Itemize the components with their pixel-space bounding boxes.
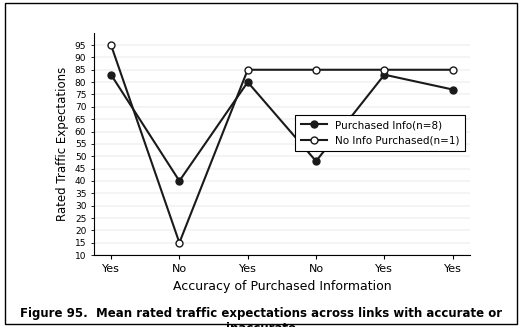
Purchased Info(n=8): [176, 179, 183, 183]
Purchased Info(n=8): [313, 159, 319, 163]
Y-axis label: Rated Traffic Expectations: Rated Traffic Expectations: [56, 67, 69, 221]
No Info Purchased(n=1): [449, 68, 456, 72]
Purchased Info(n=8): [245, 80, 251, 84]
No Info Purchased(n=1): [245, 68, 251, 72]
No Info Purchased(n=1): [381, 68, 387, 72]
Purchased Info(n=8): [381, 73, 387, 77]
Purchased Info(n=8): [108, 73, 114, 77]
Text: Figure 95.  Mean rated traffic expectations across links with accurate or inaccu: Figure 95. Mean rated traffic expectatio…: [20, 307, 502, 327]
Legend: Purchased Info(n=8), No Info Purchased(n=1): Purchased Info(n=8), No Info Purchased(n…: [295, 115, 465, 150]
Purchased Info(n=8): [449, 88, 456, 92]
Line: No Info Purchased(n=1): No Info Purchased(n=1): [108, 42, 456, 246]
No Info Purchased(n=1): [176, 241, 183, 245]
No Info Purchased(n=1): [313, 68, 319, 72]
X-axis label: Accuracy of Purchased Information: Accuracy of Purchased Information: [173, 280, 391, 293]
Line: Purchased Info(n=8): Purchased Info(n=8): [108, 71, 456, 184]
No Info Purchased(n=1): [108, 43, 114, 47]
